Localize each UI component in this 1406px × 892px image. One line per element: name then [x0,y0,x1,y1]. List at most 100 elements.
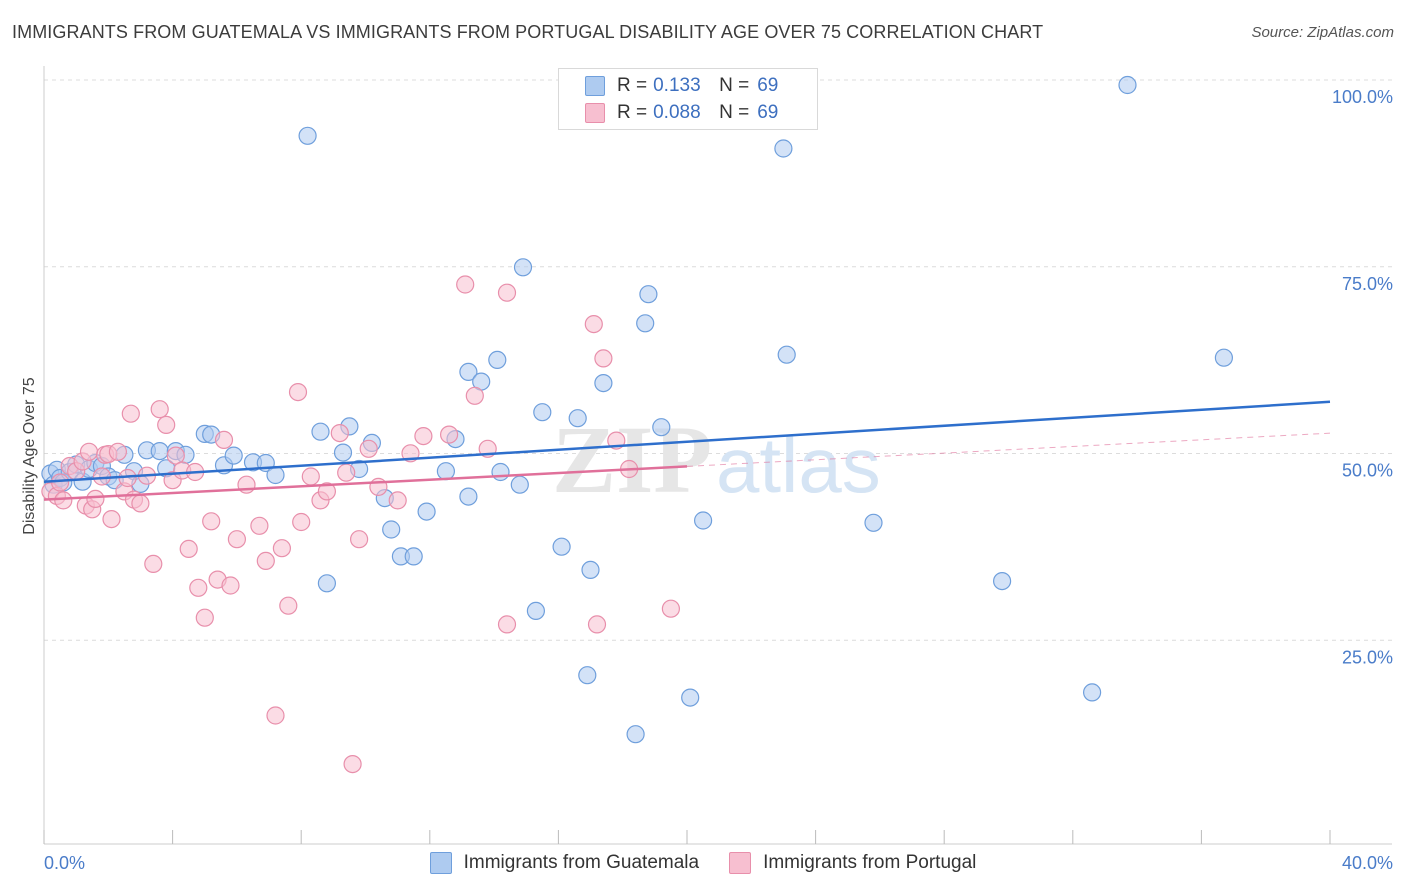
y-axis-label: Disability Age Over 75 [21,377,38,535]
portugal-point [121,404,140,423]
portugal-point [266,706,285,725]
portugal-point [221,576,240,595]
y-tick-label: 75.0% [1342,274,1393,294]
portugal-point [292,512,311,532]
x-tick-label-min: 0.0% [44,853,85,873]
guatemala-point [636,314,655,333]
guatemala-point [777,345,796,364]
portugal-point [86,489,105,508]
legend-label-portugal: Immigrants from Portugal [763,852,977,873]
portugal-point [497,615,517,634]
portugal-point [279,596,298,615]
guatemala-point [298,126,317,145]
guatemala-point [311,422,330,441]
portugal-point [50,473,70,492]
legend-r-value: 0.133 [653,75,701,96]
legend-label-guatemala: Immigrants from Guatemala [463,852,700,873]
portugal-point [54,491,73,510]
legend-n-value: 69 [757,75,779,96]
portugal-point [157,415,176,434]
trend-lines [43,400,1331,501]
portugal-point [288,383,308,402]
guatemala-point [488,350,507,369]
y-tick-labels: 100.0% 75.0% 50.0% 25.0% [1332,87,1393,667]
legend-item-portugal[interactable]: Immigrants from Portugal [729,852,976,874]
guatemala-point [417,502,436,521]
guatemala-point [150,442,169,461]
legend-r-label: R = [617,75,648,96]
axes [43,66,1392,845]
portugal-point [330,424,349,443]
portugal-point [388,491,407,510]
portugal-point [414,427,433,446]
guatemala-point [459,362,478,381]
y-tick-label: 100.0% [1332,87,1393,107]
portugal-point [661,599,681,618]
guatemala-point [681,688,700,707]
legend-row-guatemala: R = 0.133 N = 69 [585,73,778,99]
guatemala-point [333,443,353,462]
portugal-point [317,482,336,501]
portugal-point [79,442,99,461]
guatemala-point [639,285,658,304]
legend-swatch-pink [729,852,752,874]
legend-r-label: R = [617,102,648,123]
portugal-point [108,442,128,461]
portugal-point [359,439,378,458]
legend-swatch-blue [429,852,452,874]
portugal-point [350,530,369,549]
portugal-point [227,530,246,549]
trend-line-portugal-extension [686,432,1331,467]
guatemala-point [491,462,510,482]
chart-source: Source: ZipAtlas.com [1251,24,1394,41]
portugal-point [214,430,234,449]
guatemala-point [382,520,401,539]
guatemala-point [510,475,529,494]
chart-title: IMMIGRANTS FROM GUATEMALA VS IMMIGRANTS … [12,22,1044,42]
guatemala-point [533,403,552,422]
portugal-point [102,509,121,529]
guatemala-point [1082,683,1102,702]
guatemala-point [317,574,336,593]
portugal-point [150,400,169,419]
guatemala-point [594,374,613,393]
y-tick-label: 25.0% [1342,647,1393,667]
trend-line-portugal [43,465,688,501]
guatemala-point [1118,75,1137,95]
guatemala-point [1214,348,1234,367]
portugal-point [179,539,198,559]
guatemala-point [693,511,713,530]
guatemala-point [864,513,883,532]
correlation-legend: R = 0.133 N = 69 R = 0.088 N = 69 [558,68,818,130]
guatemala-point [552,537,571,556]
legend-n-label: N = [719,75,750,96]
portugal-point [202,512,221,531]
portugal-point [189,578,208,597]
series-portugal-points [41,275,681,774]
legend-swatch-blue [585,76,605,96]
series-legend: Immigrants from Guatemala Immigrants fro… [0,852,1406,874]
legend-r-value: 0.088 [653,102,701,123]
portugal-point [440,425,459,444]
portugal-point [594,349,613,368]
guatemala-point [526,601,546,621]
guatemala-point [626,725,645,744]
watermark: ZIP atlas [552,406,881,513]
guatemala-point [404,547,423,566]
guatemala-point [436,462,455,481]
portugal-point [337,463,356,482]
guatemala-point [224,446,243,465]
portugal-point [584,315,603,334]
legend-item-guatemala[interactable]: Immigrants from Guatemala [429,852,700,874]
portugal-point [456,275,475,294]
y-tick-label: 50.0% [1342,461,1393,481]
portugal-point [343,754,362,774]
portugal-point [587,615,607,634]
portugal-point [272,539,291,558]
guatemala-point [459,487,478,506]
guatemala-point [992,571,1012,591]
portugal-point [195,608,214,627]
guatemala-point [652,418,671,437]
series-guatemala-points [41,75,1234,744]
legend-n-label: N = [719,102,750,123]
